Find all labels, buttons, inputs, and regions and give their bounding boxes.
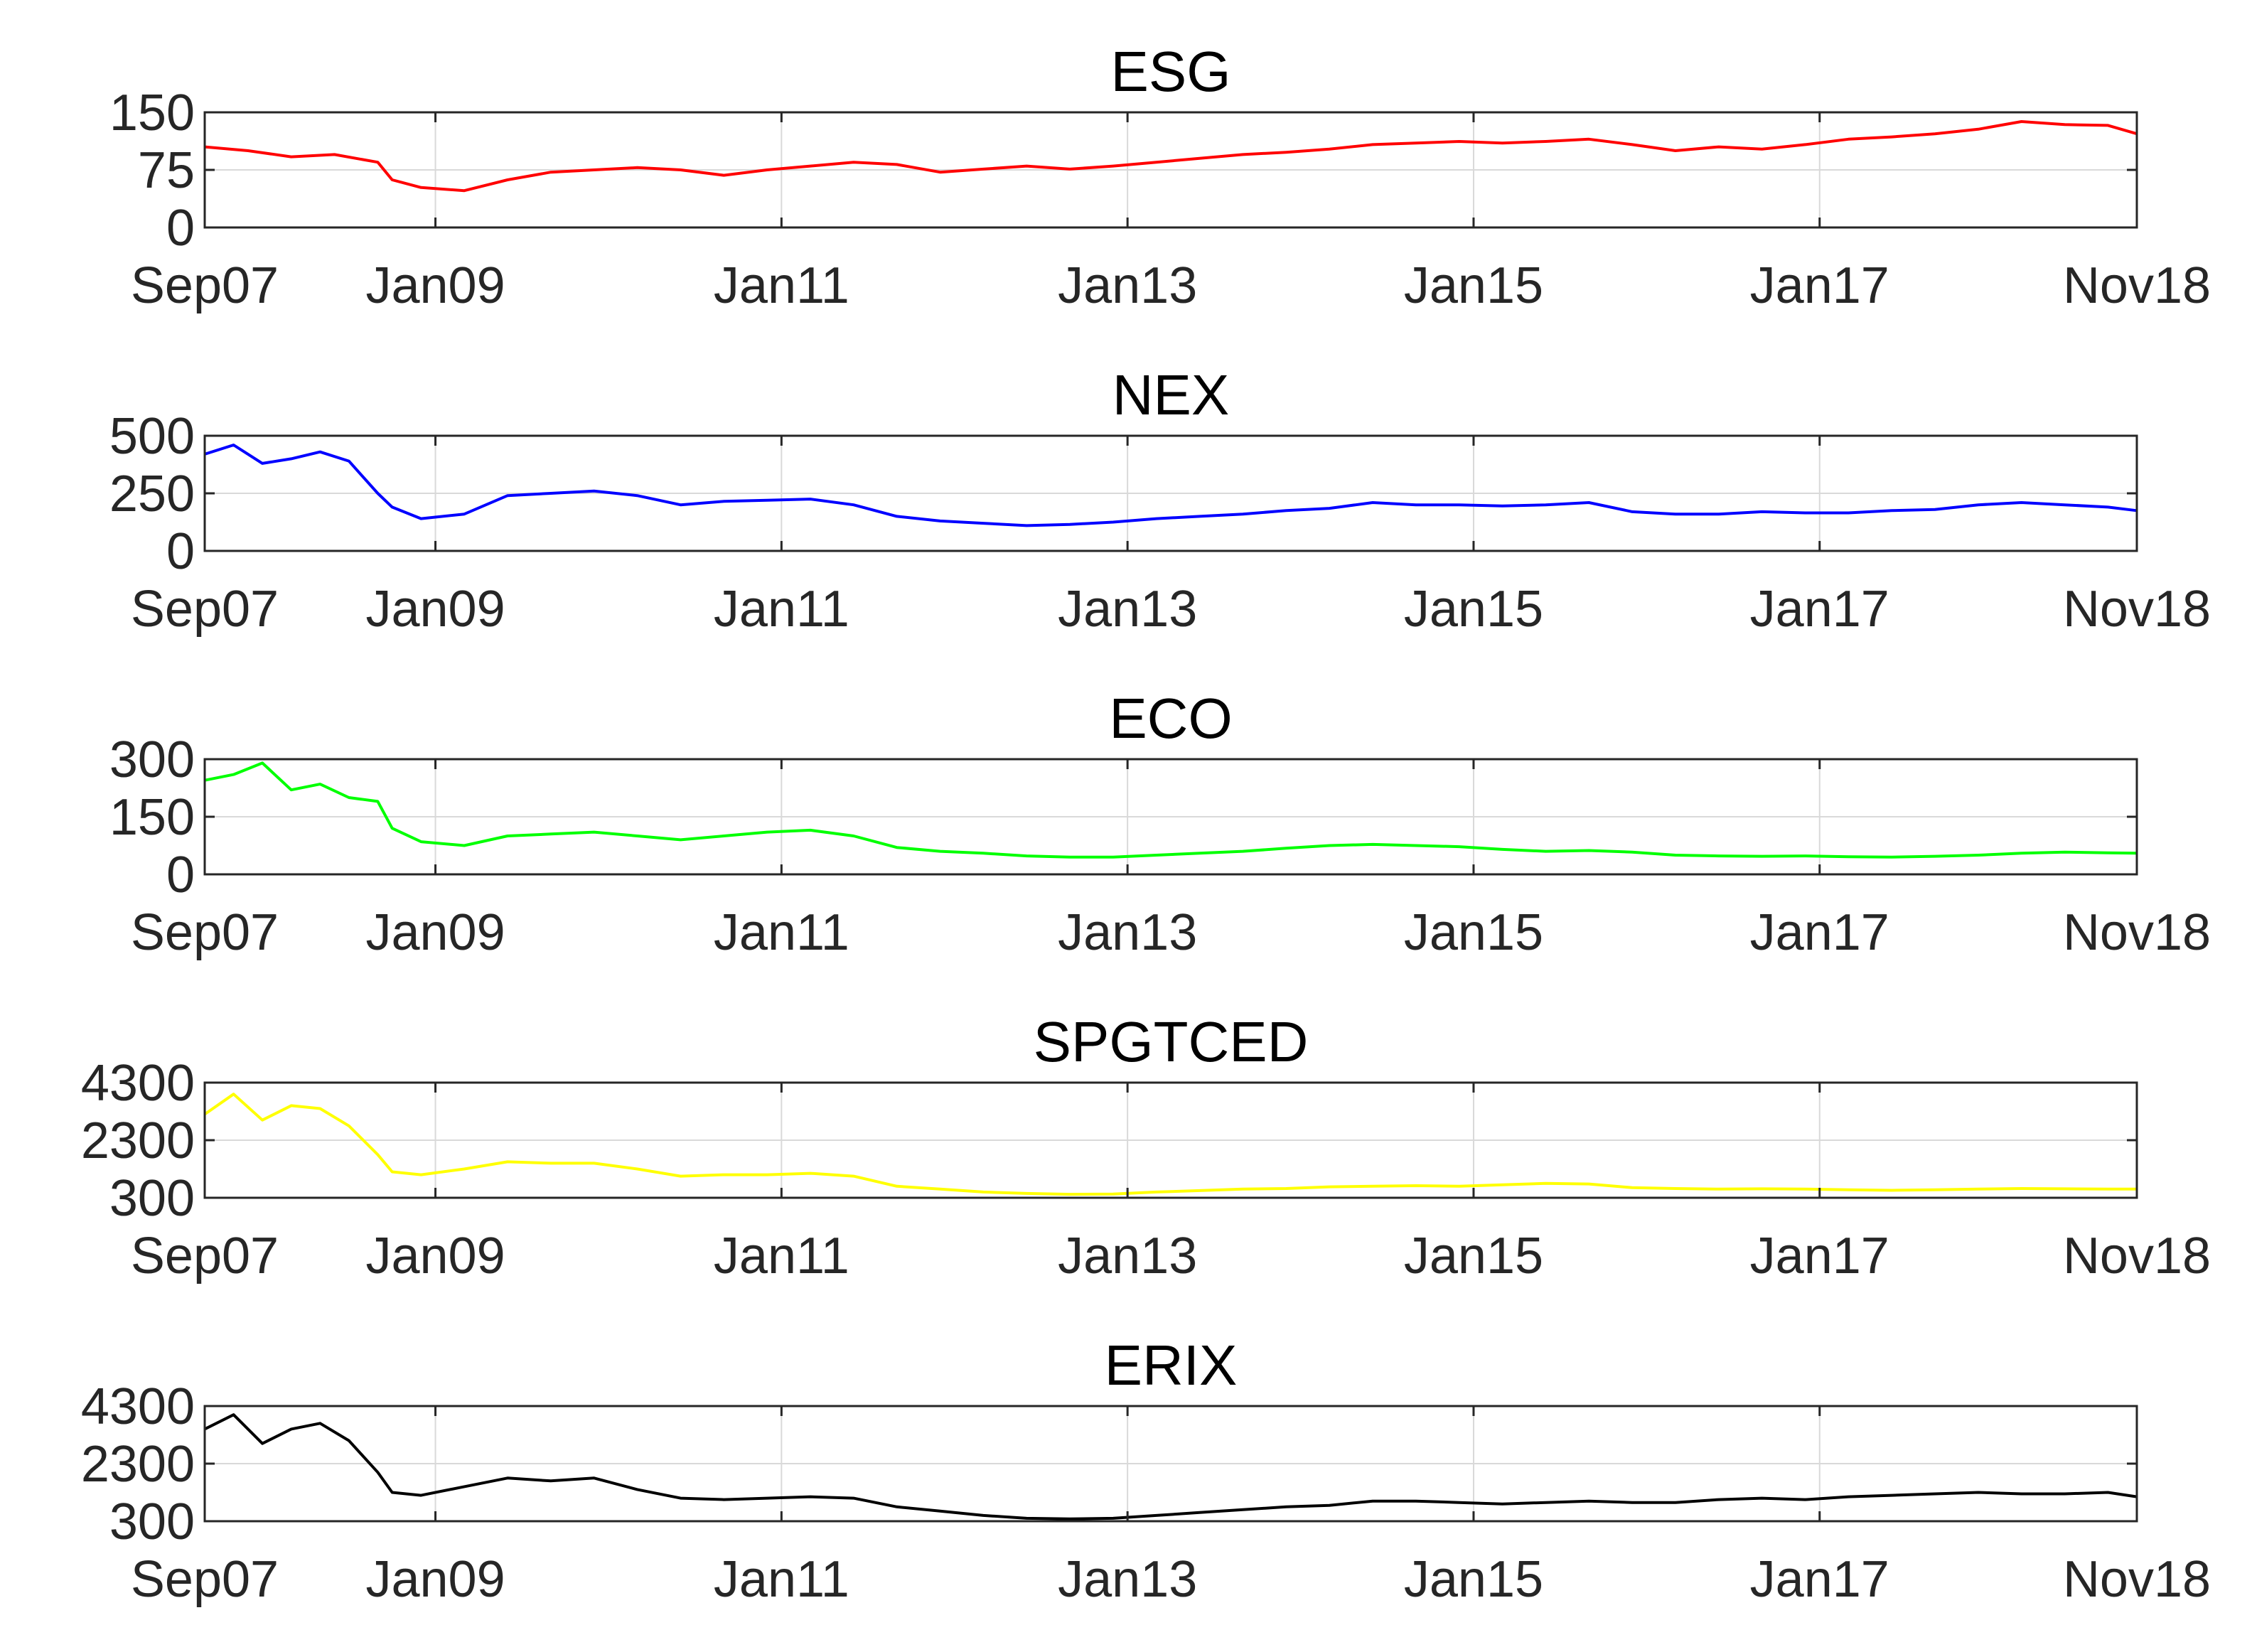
x-tick-label: Jan13 [1058, 581, 1197, 638]
y-tick-label: 2300 [81, 1112, 195, 1169]
chart-panel-erix: Sep07 Jan09 Jan11 Jan13 Jan15 Jan17 Nov18 30023… [81, 1334, 2211, 1608]
x-tick-label: Sep07 [131, 581, 279, 638]
panel-title: NEX [1112, 363, 1230, 427]
x-tick-label: Sep07 [131, 1228, 279, 1284]
x-tick-label: Jan13 [1058, 1551, 1197, 1608]
x-tick-label: Jan11 [714, 1551, 849, 1608]
x-tick-label: Nov18 [2063, 257, 2211, 314]
y-tick-label: 2300 [81, 1436, 195, 1493]
y-tick-label: 250 [109, 466, 195, 522]
x-tick-label: Jan09 [365, 1551, 505, 1608]
x-tick-label: Jan11 [714, 581, 849, 638]
x-tick-label: Sep07 [131, 904, 279, 961]
x-tick-label: Jan15 [1404, 581, 1543, 638]
x-tick-label: Jan17 [1750, 581, 1889, 638]
x-tick-label: Jan17 [1750, 1551, 1889, 1608]
x-tick-label: Nov18 [2063, 1551, 2211, 1608]
x-tick-label: Jan15 [1404, 1228, 1543, 1284]
series-line-esg [204, 120, 2138, 193]
panel-title: ESG [1111, 40, 1231, 103]
panel-title: ECO [1109, 687, 1232, 750]
y-tick-label: 300 [109, 1493, 195, 1550]
y-tick-label: 150 [109, 85, 195, 141]
x-tick-label: Jan11 [714, 904, 849, 961]
x-tick-label: Jan17 [1750, 257, 1889, 314]
y-tick-label: 75 [138, 142, 195, 199]
x-tick-label: Jan11 [714, 1228, 849, 1284]
x-tick-label: Nov18 [2063, 581, 2211, 638]
chart-panel-eco: Sep07 Jan09 Jan11 Jan13 Jan15 Jan17 Nov18 01503… [109, 687, 2211, 961]
x-tick-label: Jan09 [365, 257, 505, 314]
y-tick-label: 500 [109, 408, 195, 465]
y-tick-label: 300 [109, 1170, 195, 1227]
y-tick-label: 4300 [81, 1378, 195, 1435]
x-tick-label: Nov18 [2063, 904, 2211, 961]
y-tick-label: 0 [166, 523, 195, 580]
x-tick-label: Jan13 [1058, 1228, 1197, 1284]
panel-title: SPGTCED [1034, 1010, 1309, 1073]
x-tick-label: Jan17 [1750, 1228, 1889, 1284]
x-tick-label: Jan11 [714, 257, 849, 314]
x-tick-label: Jan15 [1404, 1551, 1543, 1608]
chart-panel-nex: Sep07 Jan09 Jan11 Jan13 Jan15 Jan17 Nov18 02505… [109, 363, 2211, 638]
x-tick-label: Jan15 [1404, 257, 1543, 314]
chart-panel-spgtced: Sep07 Jan09 Jan11 Jan13 Jan15 Jan17 Nov18 30023… [81, 1010, 2211, 1284]
x-tick-label: Jan17 [1750, 904, 1889, 961]
x-tick-label: Sep07 [131, 257, 279, 314]
x-tick-label: Jan15 [1404, 904, 1543, 961]
y-tick-label: 0 [166, 847, 195, 903]
series-line-eco [204, 761, 2138, 859]
x-tick-label: Jan09 [365, 581, 505, 638]
panel-title: ERIX [1105, 1334, 1238, 1397]
y-tick-label: 300 [109, 731, 195, 788]
x-tick-label: Jan13 [1058, 257, 1197, 314]
x-tick-label: Jan13 [1058, 904, 1197, 961]
x-tick-label: Sep07 [131, 1551, 279, 1608]
series-line-nex [204, 444, 2138, 527]
series-line-erix [204, 1413, 2138, 1520]
x-tick-label: Jan09 [365, 1228, 505, 1284]
series-line-spgtced [203, 1093, 2137, 1196]
x-tick-label: Jan09 [365, 904, 505, 961]
y-tick-label: 0 [166, 200, 195, 257]
y-tick-label: 4300 [81, 1055, 195, 1112]
x-tick-label: Nov18 [2063, 1228, 2211, 1284]
y-tick-label: 150 [109, 789, 195, 846]
chart-panel-esg: Sep07 Jan09 Jan11 Jan13 Jan15 Jan17 Nov18 07515… [109, 40, 2211, 314]
